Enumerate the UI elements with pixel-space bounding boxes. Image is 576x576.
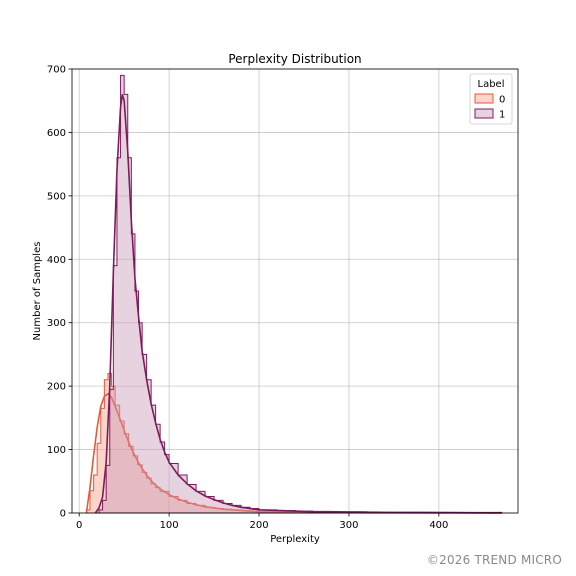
x-tick-label: 400 xyxy=(429,520,448,531)
y-tick-label: 100 xyxy=(47,445,66,456)
x-tick-label: 100 xyxy=(160,520,179,531)
legend-swatch-1 xyxy=(474,108,494,119)
series-layer xyxy=(85,74,503,514)
y-tick-label: 400 xyxy=(47,255,66,266)
legend-swatch-0 xyxy=(474,93,494,104)
y-tick-label: 600 xyxy=(47,128,66,139)
x-axis-ticks: 0 100 200 300 400 xyxy=(76,513,448,531)
legend-box xyxy=(469,73,513,125)
y-tick-label: 200 xyxy=(47,382,66,393)
chart-title: Perplexity Distribution xyxy=(228,52,361,66)
legend: Label 0 1 xyxy=(469,73,513,125)
x-tick-label: 0 xyxy=(76,520,82,531)
kde-line-series-1 xyxy=(94,94,502,514)
kde-line-series-0 xyxy=(85,392,502,514)
y-tick-label: 300 xyxy=(47,318,66,329)
x-tick-label: 300 xyxy=(339,520,358,531)
legend-label-0: 0 xyxy=(499,95,505,106)
plot-frame xyxy=(71,68,519,514)
watermark-text: ©2026 TREND MICRO xyxy=(426,553,562,567)
y-tick-label: 0 xyxy=(60,509,66,520)
x-tick-label: 200 xyxy=(249,520,268,531)
x-axis-label: Perplexity xyxy=(270,534,320,545)
y-axis-ticks: 0 100 200 300 400 500 600 700 xyxy=(47,65,72,520)
legend-label-1: 1 xyxy=(499,110,505,121)
y-tick-label: 700 xyxy=(47,65,66,76)
legend-title: Label xyxy=(478,79,505,90)
y-axis-label: Number of Samples xyxy=(32,242,43,341)
y-tick-label: 500 xyxy=(47,191,66,202)
histogram-series-1 xyxy=(95,74,503,514)
